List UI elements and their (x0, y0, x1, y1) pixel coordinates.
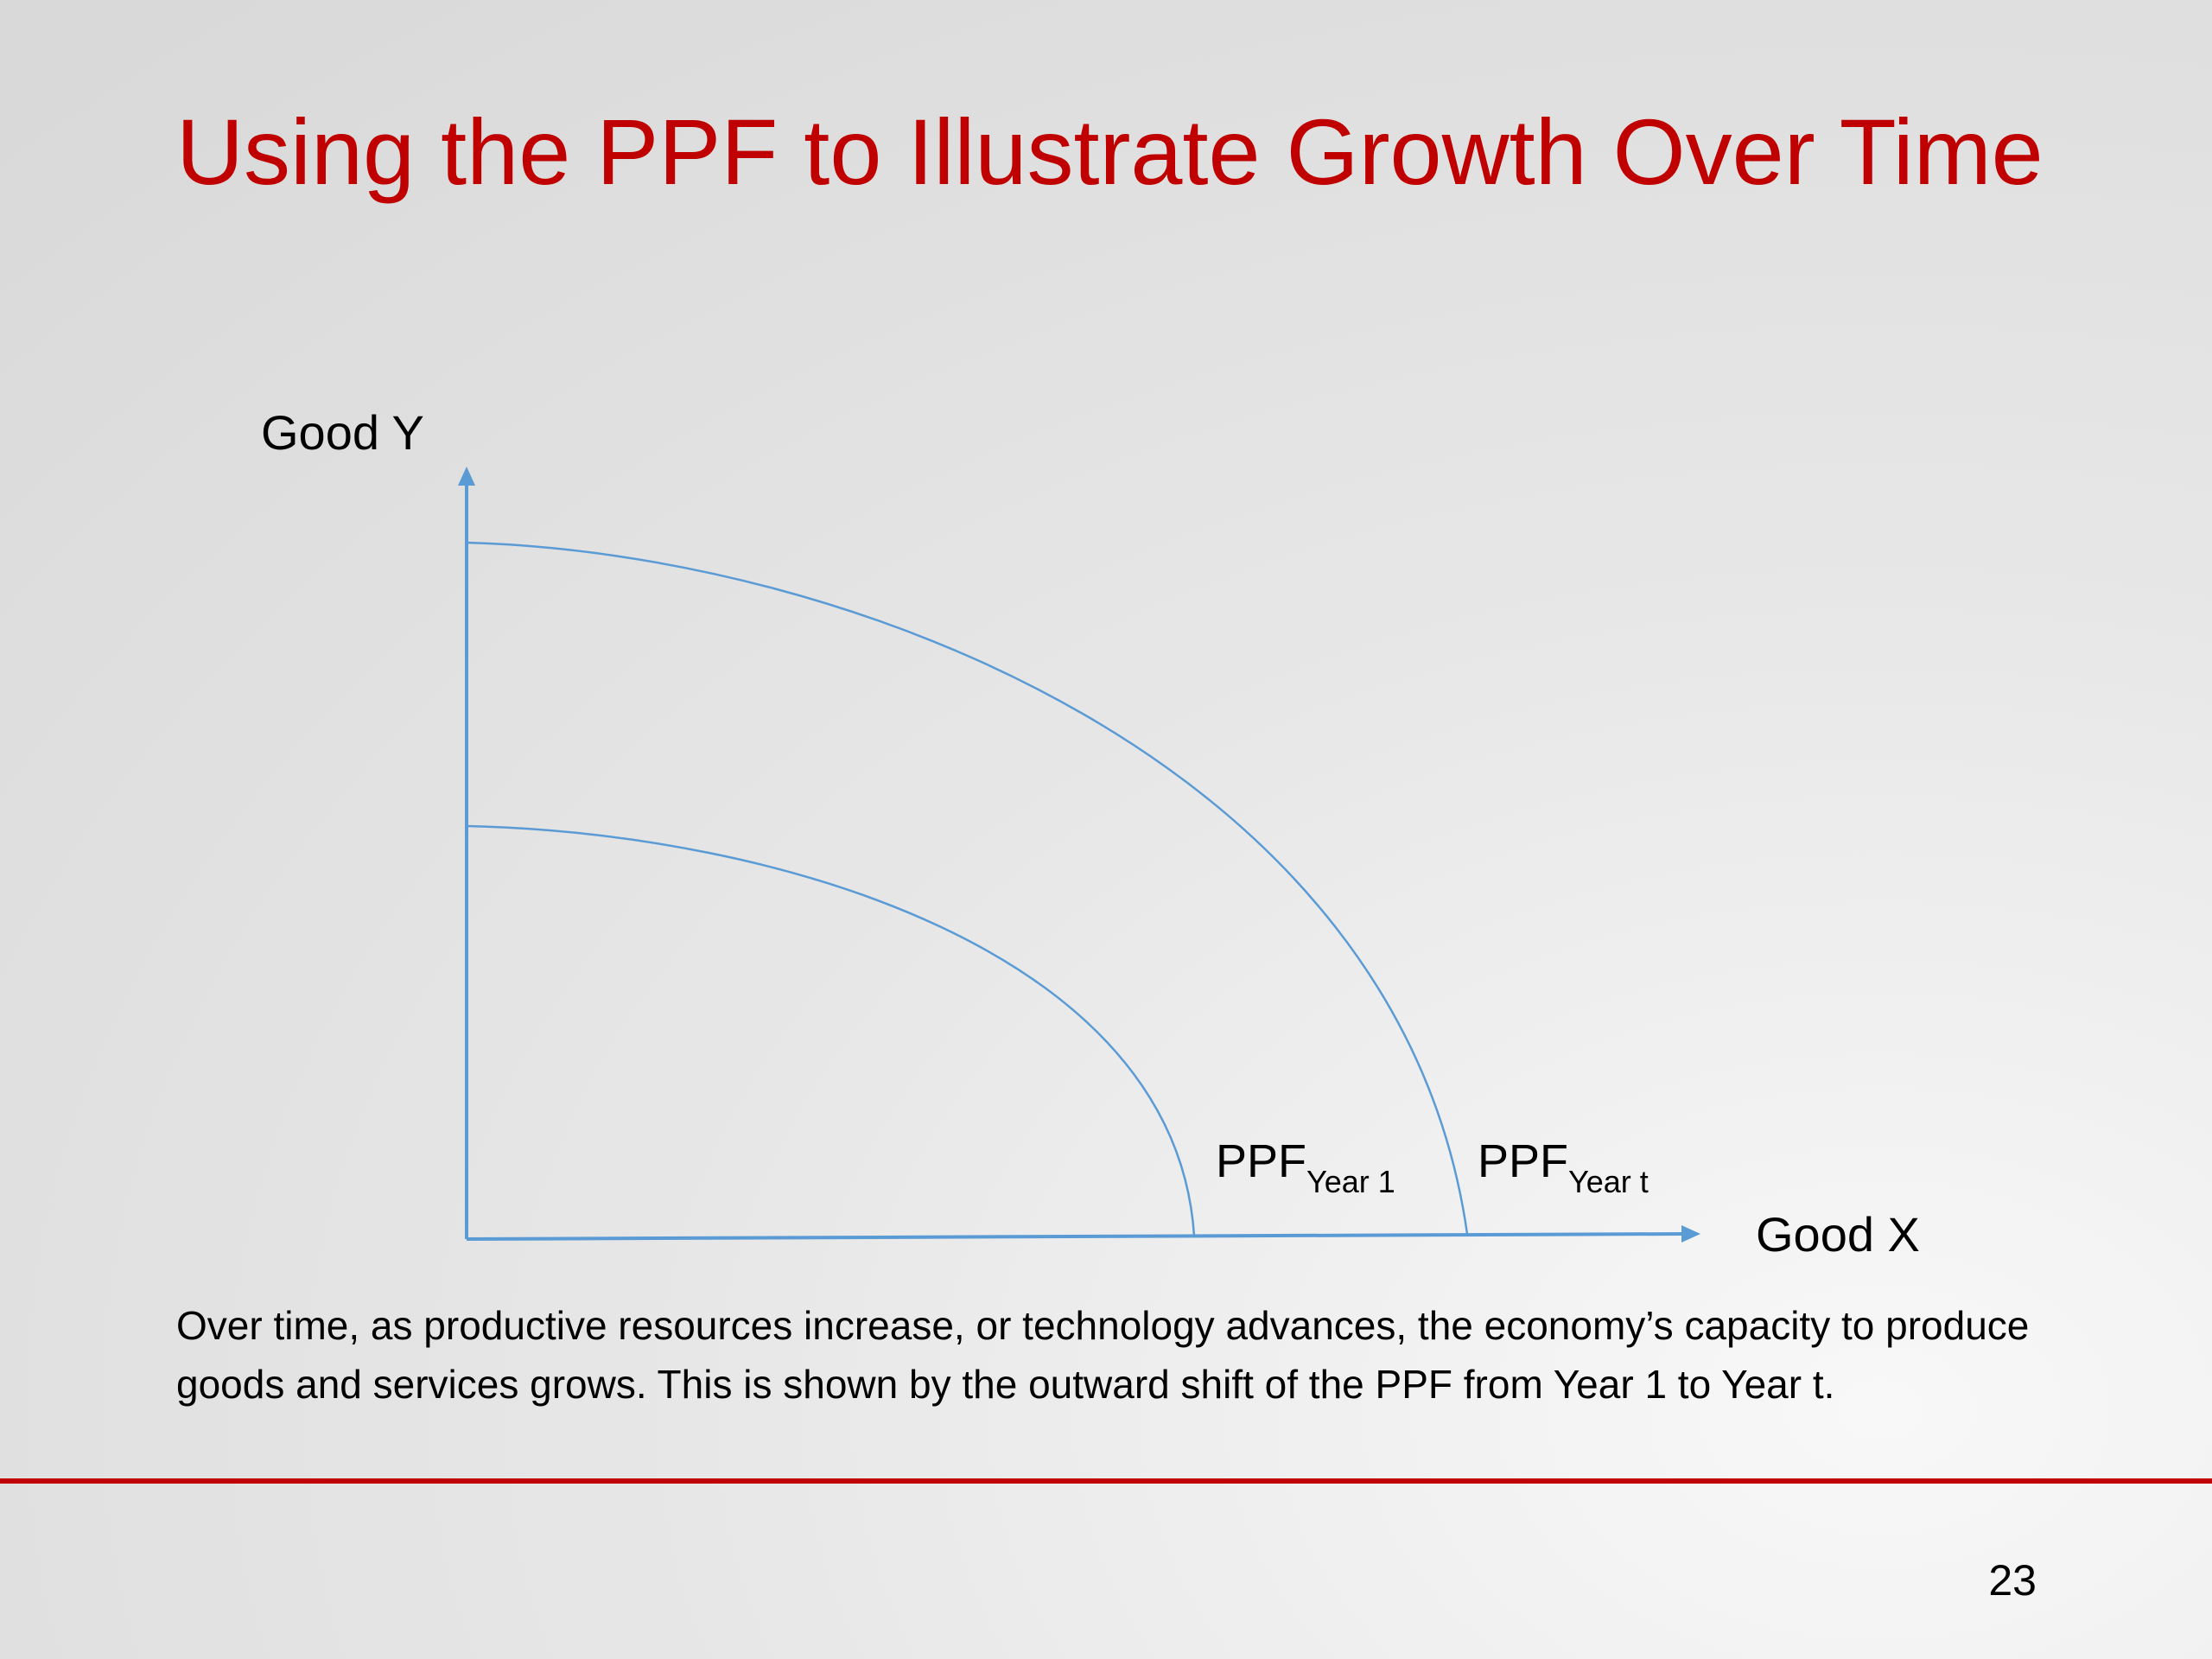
ppf-year-1-name: PPF (1216, 1135, 1306, 1187)
footer-rule (0, 1478, 2212, 1484)
y-axis-arrowhead (458, 467, 475, 486)
slide-caption: Over time, as productive resources incre… (176, 1303, 2030, 1407)
ppf-year-t-label: PPFYear t (1478, 1135, 1649, 1199)
ppf-year-t-name: PPF (1478, 1135, 1568, 1187)
y-axis-label: Good Y (261, 405, 424, 460)
x-axis-label: Good X (1756, 1207, 1920, 1262)
ppf-year-t-curve (466, 541, 1469, 1235)
page-number: 23 (1988, 1556, 2037, 1605)
ppf-year-1-subscript: Year 1 (1306, 1164, 1395, 1199)
x-axis (466, 1232, 1686, 1241)
ppf-year-1-label: PPFYear 1 (1216, 1135, 1395, 1199)
x-axis-arrowhead (1681, 1225, 1700, 1243)
ppf-year-1-curve (466, 824, 1196, 1236)
slide-title: Using the PPF to Illustrate Growth Over … (176, 99, 2044, 204)
ppf-year-t-subscript: Year t (1568, 1164, 1649, 1199)
